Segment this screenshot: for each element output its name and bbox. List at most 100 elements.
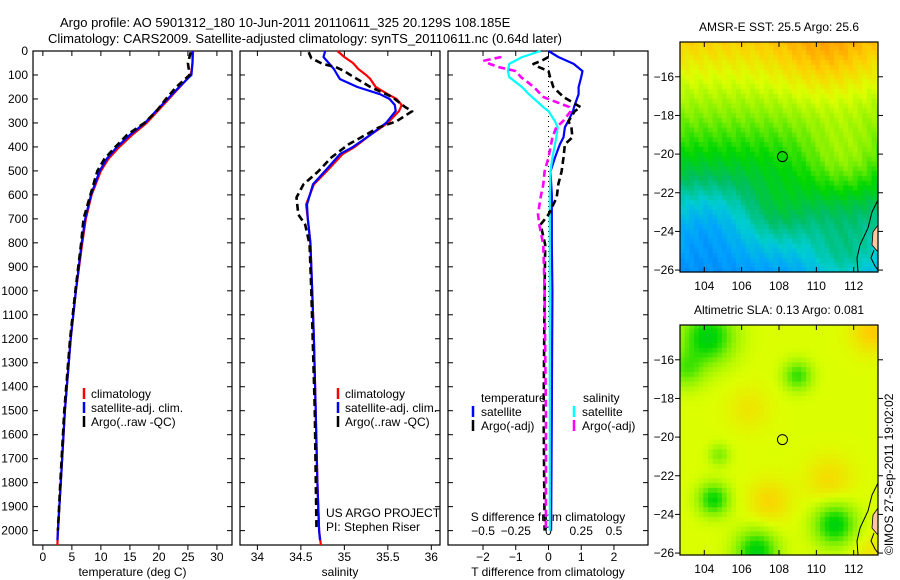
sla-cell xyxy=(843,337,849,343)
sla-cell xyxy=(759,410,765,416)
sst-cell xyxy=(694,107,700,114)
sst-cell xyxy=(689,64,695,70)
sst-cell xyxy=(876,252,879,259)
sst-cell xyxy=(722,117,728,123)
sla-cell xyxy=(773,487,779,493)
sla-cell xyxy=(782,376,788,382)
sst-cell xyxy=(801,151,807,157)
sst-cell xyxy=(857,98,863,104)
sst-cell xyxy=(708,122,714,128)
sla-cell xyxy=(852,400,859,406)
sst-cell xyxy=(834,262,840,268)
sla-cell xyxy=(815,337,821,343)
sla-cell xyxy=(792,540,798,546)
sla-cell xyxy=(684,400,690,406)
sla-cell xyxy=(838,424,845,430)
sst-cell xyxy=(750,78,756,85)
sla-cell xyxy=(792,347,798,353)
sst-cell xyxy=(708,160,714,167)
sst-cell xyxy=(722,64,728,70)
sla-cell xyxy=(764,395,770,401)
sla-cell xyxy=(736,405,742,411)
sst-cell xyxy=(787,141,793,147)
sst-cell xyxy=(796,107,802,114)
sla-cell xyxy=(759,424,765,430)
sla-cell xyxy=(834,526,840,532)
sla-cell xyxy=(866,497,873,503)
sst-cell xyxy=(852,214,859,220)
sla-cell xyxy=(750,371,756,377)
sst-cell xyxy=(736,262,742,268)
sst-cell xyxy=(820,83,826,89)
sst-cell xyxy=(792,247,798,254)
sst-cell xyxy=(722,243,728,249)
legend-label: climatology xyxy=(345,387,405,401)
sla-cell xyxy=(843,477,849,484)
sla-cell xyxy=(806,414,812,421)
sla-cell xyxy=(698,443,704,450)
sst-cell xyxy=(838,194,845,201)
sst-cell xyxy=(778,42,784,46)
sst-cell xyxy=(731,64,737,70)
sst-cell xyxy=(806,204,812,210)
sst-cell xyxy=(717,180,723,186)
sla-cell xyxy=(829,381,835,387)
sla-cell xyxy=(792,501,798,508)
sst-cell xyxy=(703,59,709,65)
sla-cell xyxy=(773,545,779,551)
sla-cell xyxy=(852,325,859,329)
sla-cell xyxy=(680,516,686,522)
sst-cell xyxy=(848,194,854,201)
sla-cell xyxy=(684,545,690,551)
sst-cell xyxy=(782,78,788,85)
sla-cell xyxy=(750,501,756,508)
difference-panel: −2 −1 0 1 2T difference from climatology−0.5… xyxy=(447,49,649,579)
sst-cell xyxy=(740,64,746,70)
sst-cell xyxy=(698,117,704,123)
sla-cell xyxy=(806,352,812,358)
sst-cell xyxy=(764,204,770,210)
sst-cell xyxy=(848,243,854,249)
sst-cell xyxy=(810,146,817,152)
sst-cell xyxy=(838,42,845,46)
sst-cell xyxy=(815,214,821,220)
sla-cell xyxy=(680,385,686,392)
sla-cell xyxy=(717,453,723,459)
sla-cell xyxy=(852,545,859,551)
sla-cell xyxy=(848,325,854,329)
sst-cell xyxy=(750,160,756,167)
x-tick-label: 36 xyxy=(425,550,439,564)
sla-cell xyxy=(764,487,770,493)
sla-cell xyxy=(838,472,845,479)
sst-cell xyxy=(824,49,831,56)
sst-cell xyxy=(740,185,746,191)
sla-cell xyxy=(810,521,817,527)
sst-cell xyxy=(759,189,765,196)
y-tick-label: 1800 xyxy=(1,476,28,490)
sla-cell xyxy=(829,458,835,464)
sla-cell xyxy=(698,352,704,358)
sst-cell xyxy=(871,180,877,186)
sla-cell xyxy=(787,482,793,488)
sla-cell xyxy=(862,550,868,556)
sla-cell xyxy=(768,511,774,517)
sla-cell xyxy=(773,381,779,387)
sst-cell xyxy=(745,243,751,249)
sst-cell xyxy=(801,93,807,99)
sla-cell xyxy=(806,453,812,459)
sla-cell xyxy=(848,482,854,488)
sla-cell xyxy=(852,385,859,392)
sst-cell xyxy=(731,170,737,176)
sla-cell xyxy=(792,327,798,334)
sla-cell xyxy=(689,361,695,368)
sla-cell xyxy=(801,352,807,358)
sst-cell xyxy=(759,243,765,249)
sla-cell xyxy=(792,482,798,488)
sst-cell xyxy=(703,175,709,181)
sla-cell xyxy=(754,453,760,459)
sla-cell xyxy=(750,376,756,382)
sla-cell xyxy=(834,352,840,358)
sla-cell xyxy=(764,545,770,551)
sla-cell xyxy=(843,325,849,329)
sst-cell xyxy=(810,262,817,268)
